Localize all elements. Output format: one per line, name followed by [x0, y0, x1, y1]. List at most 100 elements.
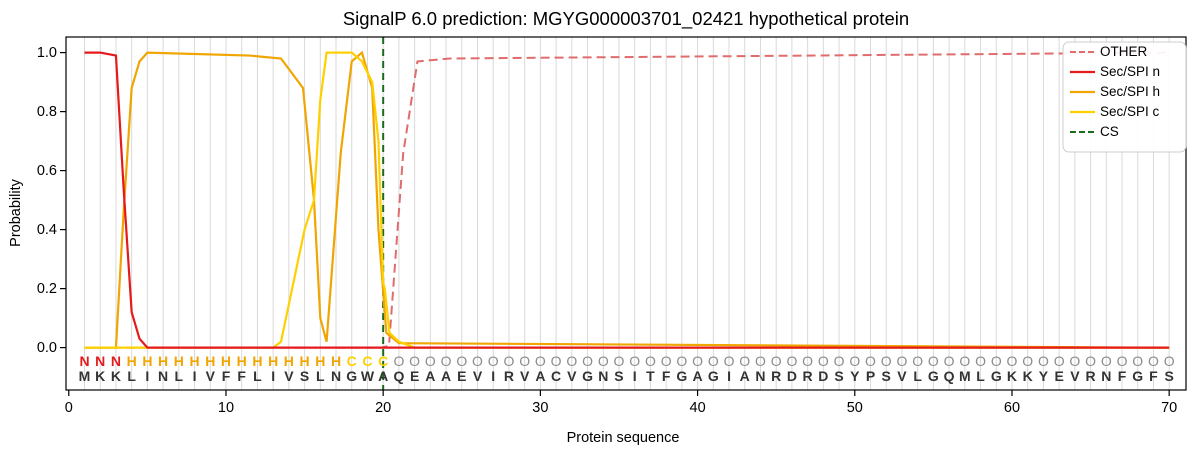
- svg-text:H: H: [127, 353, 137, 369]
- svg-text:OTHER: OTHER: [1100, 44, 1148, 59]
- svg-text:0.8: 0.8: [37, 104, 57, 120]
- svg-text:O: O: [629, 353, 640, 369]
- svg-text:O: O: [1007, 353, 1018, 369]
- svg-text:O: O: [1069, 353, 1080, 369]
- svg-text:L: L: [127, 368, 136, 384]
- svg-text:I: I: [271, 368, 275, 384]
- svg-text:G: G: [676, 368, 687, 384]
- svg-text:O: O: [959, 353, 970, 369]
- svg-text:0.4: 0.4: [37, 222, 57, 238]
- svg-text:O: O: [692, 353, 703, 369]
- svg-text:F: F: [1118, 368, 1127, 384]
- svg-text:G: G: [582, 368, 593, 384]
- svg-text:H: H: [158, 353, 168, 369]
- svg-text:N: N: [755, 368, 765, 384]
- svg-text:L: L: [316, 368, 325, 384]
- svg-text:O: O: [535, 353, 546, 369]
- svg-text:H: H: [252, 353, 262, 369]
- svg-text:G: G: [991, 368, 1002, 384]
- svg-text:40: 40: [690, 400, 706, 416]
- svg-text:N: N: [331, 368, 341, 384]
- svg-text:H: H: [284, 353, 294, 369]
- svg-text:O: O: [1164, 353, 1175, 369]
- svg-text:0: 0: [65, 400, 73, 416]
- svg-text:CS: CS: [1100, 124, 1119, 139]
- svg-text:V: V: [520, 368, 530, 384]
- svg-text:10: 10: [218, 400, 234, 416]
- svg-text:S: S: [834, 368, 843, 384]
- svg-text:S: S: [614, 368, 623, 384]
- svg-text:O: O: [1022, 353, 1033, 369]
- svg-text:O: O: [425, 353, 436, 369]
- svg-text:O: O: [1038, 353, 1049, 369]
- svg-text:O: O: [566, 353, 577, 369]
- svg-text:D: D: [818, 368, 828, 384]
- svg-text:O: O: [881, 353, 892, 369]
- svg-text:0.2: 0.2: [37, 281, 57, 297]
- svg-text:O: O: [409, 353, 420, 369]
- svg-text:V: V: [206, 368, 216, 384]
- svg-text:O: O: [614, 353, 625, 369]
- svg-text:P: P: [866, 368, 875, 384]
- svg-text:M: M: [79, 368, 91, 384]
- svg-text:O: O: [834, 353, 845, 369]
- svg-text:O: O: [739, 353, 750, 369]
- svg-text:N: N: [95, 353, 105, 369]
- svg-text:T: T: [646, 368, 655, 384]
- svg-text:H: H: [331, 353, 341, 369]
- svg-text:A: A: [535, 368, 545, 384]
- svg-text:Sec/SPI c: Sec/SPI c: [1100, 104, 1160, 119]
- svg-text:R: R: [504, 368, 514, 384]
- svg-text:O: O: [456, 353, 467, 369]
- svg-text:N: N: [79, 353, 89, 369]
- svg-text:H: H: [237, 353, 247, 369]
- svg-text:H: H: [205, 353, 215, 369]
- svg-text:F: F: [662, 368, 671, 384]
- svg-text:O: O: [724, 353, 735, 369]
- svg-text:D: D: [787, 368, 797, 384]
- svg-text:F: F: [222, 368, 231, 384]
- svg-text:O: O: [771, 353, 782, 369]
- svg-text:O: O: [708, 353, 719, 369]
- svg-text:O: O: [441, 353, 452, 369]
- svg-text:E: E: [457, 368, 466, 384]
- svg-text:V: V: [567, 368, 577, 384]
- svg-text:O: O: [849, 353, 860, 369]
- svg-text:F: F: [1149, 368, 1158, 384]
- svg-text:O: O: [503, 353, 514, 369]
- svg-text:O: O: [802, 353, 813, 369]
- svg-text:20: 20: [375, 400, 391, 416]
- svg-text:O: O: [488, 353, 499, 369]
- svg-text:1.0: 1.0: [37, 45, 57, 61]
- svg-text:W: W: [361, 368, 375, 384]
- svg-text:O: O: [975, 353, 986, 369]
- svg-text:I: I: [145, 368, 149, 384]
- svg-text:C: C: [551, 368, 561, 384]
- svg-text:G: G: [346, 368, 357, 384]
- svg-text:E: E: [410, 368, 419, 384]
- svg-text:S: S: [1165, 368, 1174, 384]
- svg-text:O: O: [676, 353, 687, 369]
- svg-text:Sec/SPI h: Sec/SPI h: [1100, 84, 1160, 99]
- svg-text:K: K: [95, 368, 105, 384]
- svg-text:H: H: [221, 353, 231, 369]
- svg-text:0.0: 0.0: [37, 340, 57, 356]
- svg-text:V: V: [897, 368, 907, 384]
- svg-text:H: H: [189, 353, 199, 369]
- svg-text:H: H: [174, 353, 184, 369]
- svg-text:M: M: [959, 368, 971, 384]
- svg-text:I: I: [727, 368, 731, 384]
- svg-text:C: C: [347, 353, 357, 369]
- svg-text:E: E: [1054, 368, 1063, 384]
- svg-text:S: S: [300, 368, 309, 384]
- svg-text:O: O: [582, 353, 593, 369]
- svg-text:O: O: [944, 353, 955, 369]
- svg-text:Q: Q: [944, 368, 955, 384]
- svg-text:S: S: [882, 368, 891, 384]
- svg-text:O: O: [661, 353, 672, 369]
- svg-text:O: O: [472, 353, 483, 369]
- svg-text:C: C: [362, 353, 372, 369]
- svg-text:O: O: [551, 353, 562, 369]
- svg-text:A: A: [425, 368, 435, 384]
- svg-text:I: I: [491, 368, 495, 384]
